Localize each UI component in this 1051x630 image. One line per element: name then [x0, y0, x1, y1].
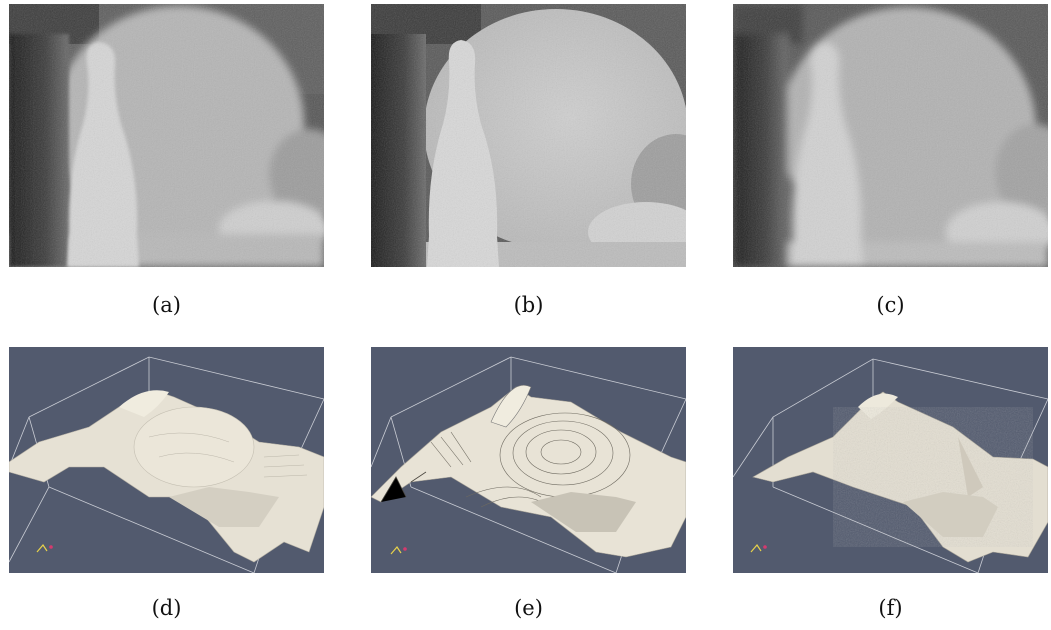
surface-render-d: [9, 347, 324, 573]
surface-render-f: [733, 347, 1048, 573]
caption-f: (f): [878, 596, 903, 620]
depth-map-c: [733, 4, 1048, 267]
depth-map-b: [371, 4, 686, 267]
caption-a: (a): [152, 293, 181, 317]
caption-c: (c): [876, 293, 905, 317]
surface-render-e: [371, 347, 686, 573]
depth-map-a: [9, 4, 324, 267]
caption-b: (b): [513, 293, 544, 317]
caption-d: (d): [151, 596, 182, 620]
caption-e: (e): [514, 596, 543, 620]
